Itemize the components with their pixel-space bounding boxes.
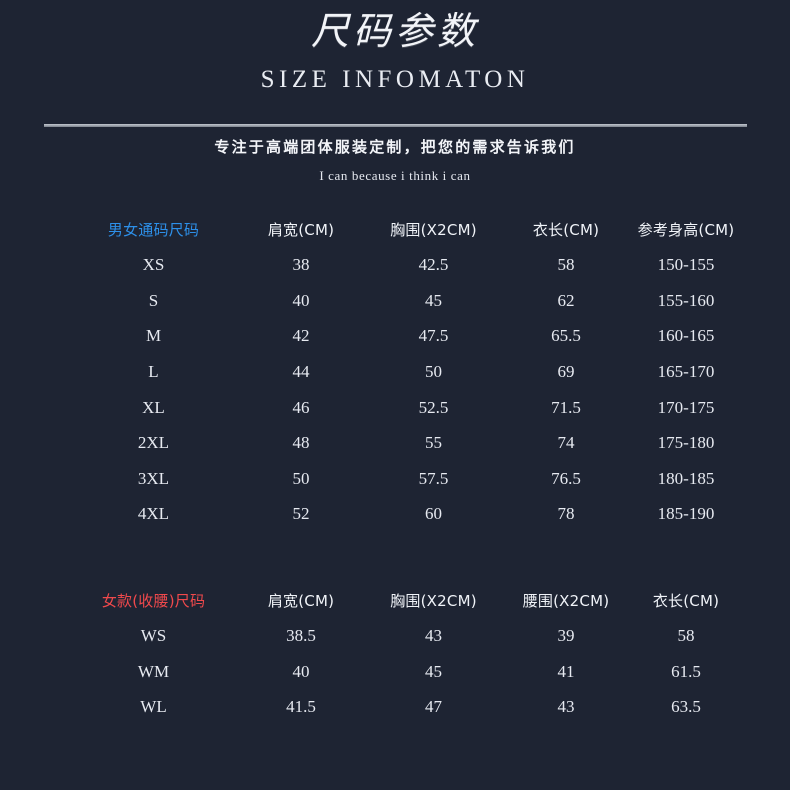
column-header-shoulder: 肩宽(CM) (267, 221, 335, 239)
cell-bust: 57.5 (418, 468, 449, 488)
table-row: M 42 47.5 65.5 160-165 (66, 319, 746, 355)
cell-shoulder: 38.5 (286, 626, 316, 646)
column-header-bust: 胸围(X2CM) (390, 591, 477, 610)
cell-length: 69 (557, 362, 575, 382)
cell-bust: 45 (425, 290, 442, 310)
cell-size: XS (142, 255, 165, 275)
page-header: 尺码参数 SIZE INFOMATON 专注于高端团体服装定制，把您的需求告诉我… (0, 0, 790, 184)
cell-bust: 47.5 (418, 326, 449, 346)
header-divider (0, 124, 790, 128)
cell-height: 150-155 (657, 255, 715, 275)
page-title: 尺码参数 (310, 9, 479, 53)
cell-shoulder: 40 (292, 661, 310, 681)
cell-length: 58 (677, 626, 695, 646)
cell-length: 61.5 (671, 661, 701, 681)
cell-shoulder: 42 (292, 326, 310, 346)
cell-waist: 41 (557, 661, 575, 681)
cell-length: 74 (557, 433, 575, 453)
cell-shoulder: 38 (292, 255, 310, 275)
cell-shoulder: 44 (292, 362, 310, 382)
women-size-table: 女款(收腰)尺码 肩宽(CM) 胸围(X2CM) 腰围(X2CM) 衣长(CM)… (66, 582, 746, 725)
cell-size: 4XL (137, 504, 170, 524)
women-size-table-block: 女款(收腰)尺码 肩宽(CM) 胸围(X2CM) 腰围(X2CM) 衣长(CM)… (0, 582, 790, 725)
cell-length: 62 (557, 290, 575, 310)
cell-height: 185-190 (657, 504, 715, 524)
table-row: 3XL 50 57.5 76.5 180-185 (66, 461, 746, 497)
cell-size: WM (137, 661, 170, 681)
cell-bust: 60 (425, 504, 442, 524)
cell-height: 170-175 (657, 397, 715, 417)
cell-bust: 50 (425, 362, 442, 382)
table-row: XS 38 42.5 58 150-155 (66, 248, 746, 284)
cell-height: 165-170 (657, 362, 715, 382)
cell-bust: 43 (425, 626, 442, 646)
cell-shoulder: 50 (292, 468, 310, 488)
cell-height: 155-160 (657, 290, 715, 310)
column-header-size: 女款(收腰)尺码 (101, 591, 206, 610)
column-header-size: 男女通码尺码 (107, 221, 200, 239)
table-row: WM 40 45 41 61.5 (66, 654, 746, 690)
cell-bust: 42.5 (418, 255, 449, 275)
column-header-height: 参考身高(CM) (637, 221, 735, 239)
table-row: WL 41.5 47 43 63.5 (66, 689, 746, 725)
column-header-length: 衣长(CM) (652, 591, 720, 610)
cell-bust: 55 (425, 433, 442, 453)
cell-size: WS (140, 626, 167, 646)
cell-bust: 47 (425, 697, 442, 717)
cell-size: 3XL (137, 468, 170, 488)
cell-shoulder: 48 (292, 433, 310, 453)
cell-length: 78 (557, 504, 575, 524)
page-subtitle: SIZE INFOMATON (260, 65, 530, 93)
column-header-shoulder: 肩宽(CM) (267, 591, 335, 610)
table-header-row: 男女通码尺码 肩宽(CM) 胸围(X2CM) 衣长(CM) 参考身高(CM) (66, 212, 746, 248)
table-row: S 40 45 62 155-160 (66, 283, 746, 319)
table-row: XL 46 52.5 71.5 170-175 (66, 390, 746, 426)
cell-length: 58 (557, 255, 575, 275)
cell-size: WL (140, 697, 167, 717)
table-row: WS 38.5 43 39 58 (66, 618, 746, 654)
cell-shoulder: 52 (292, 504, 310, 524)
cell-height: 180-185 (657, 468, 715, 488)
cell-waist: 43 (557, 697, 575, 717)
tagline-primary: 专注于高端团体服装定制，把您的需求告诉我们 (214, 137, 576, 156)
cell-size: 2XL (137, 433, 170, 453)
unisex-size-table-block: 男女通码尺码 肩宽(CM) 胸围(X2CM) 衣长(CM) 参考身高(CM) X… (0, 212, 790, 533)
table-row: 2XL 48 55 74 175-180 (66, 425, 746, 461)
cell-length: 63.5 (671, 697, 701, 717)
table-header-row: 女款(收腰)尺码 肩宽(CM) 胸围(X2CM) 腰围(X2CM) 衣长(CM) (66, 582, 746, 618)
cell-size: S (148, 290, 159, 310)
cell-size: M (145, 326, 162, 346)
cell-bust: 52.5 (418, 397, 449, 417)
table-row: 4XL 52 60 78 185-190 (66, 497, 746, 533)
column-header-length: 衣长(CM) (532, 221, 600, 239)
cell-shoulder: 40 (292, 290, 310, 310)
cell-shoulder: 41.5 (286, 697, 316, 717)
cell-height: 175-180 (657, 433, 715, 453)
column-header-bust: 胸围(X2CM) (390, 221, 477, 239)
tagline-secondary: I can because i think i can (319, 167, 471, 183)
cell-waist: 39 (557, 626, 575, 646)
cell-length: 71.5 (551, 397, 581, 417)
cell-length: 65.5 (551, 326, 581, 346)
cell-shoulder: 46 (292, 397, 310, 417)
cell-size: XL (142, 397, 165, 417)
cell-bust: 45 (425, 661, 442, 681)
table-row: L 44 50 69 165-170 (66, 354, 746, 390)
column-header-waist: 腰围(X2CM) (522, 591, 610, 610)
cell-size: L (148, 362, 159, 382)
unisex-size-table: 男女通码尺码 肩宽(CM) 胸围(X2CM) 衣长(CM) 参考身高(CM) X… (66, 212, 746, 533)
cell-height: 160-165 (657, 326, 715, 346)
cell-length: 76.5 (551, 468, 581, 488)
